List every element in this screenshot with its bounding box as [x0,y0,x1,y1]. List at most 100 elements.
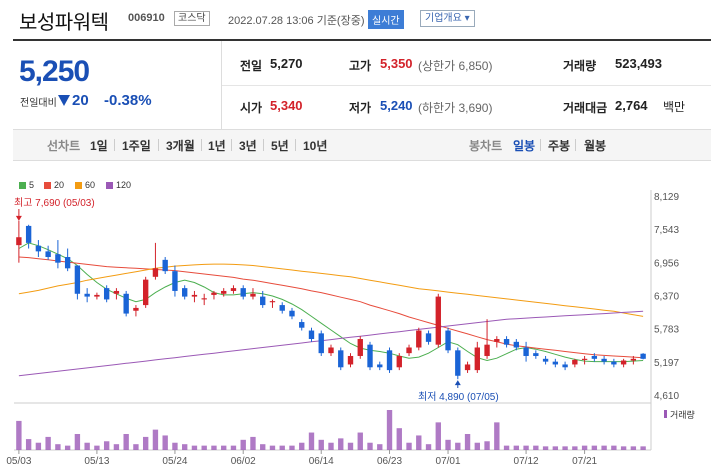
x-tick-label: 05/24 [162,456,187,467]
candle-body [416,330,422,348]
candle-body [279,305,285,311]
candle-body [513,341,520,348]
volume-bar [445,439,451,450]
candle-body [152,268,159,277]
volume-bar [640,446,646,450]
legend-60: 60 [85,180,96,190]
separator [295,139,296,151]
period-1d[interactable]: 1일 [90,139,108,153]
volume-bar [64,445,71,450]
candle-body [289,310,295,317]
volume-legend-swatch [664,410,667,418]
timestamp: 2022.07.28 13:06 기준(장중) [228,15,365,27]
y-tick-label: 6,956 [654,258,679,269]
low-value: 5,240 [380,98,413,113]
x-tick-label: 06/14 [309,456,334,467]
period-weekly[interactable]: 주봉 [548,139,571,153]
candle-body [182,288,188,297]
candle-body [581,358,588,360]
volume-bar [142,436,149,450]
company-info-button[interactable]: 기업개요 ▾ [420,10,475,27]
volume-bar [25,439,32,450]
candle-body [484,344,490,356]
candle-body [406,347,412,354]
low-annotation: 최저 4,890 (07/05) [418,391,499,403]
candle-body [445,330,451,351]
volume-bar [16,420,22,450]
lower-limit: (하한가 3,690) [418,101,493,115]
candle-chart-label: 봉차트 [469,139,503,153]
volume-axis-label: 거래량 [670,409,695,420]
candle-body [84,293,90,297]
upper-limit: (상한가 6,850) [418,59,493,73]
high-annotation: 최고 7,690 (05/03) [14,197,95,209]
y-tick-label: 6,370 [654,292,679,303]
period-3y[interactable]: 3년 [239,139,257,153]
candle-body [474,347,480,371]
volume-bar [562,446,568,450]
candle-body [533,353,539,356]
volume-bar [630,446,637,450]
separator [575,139,576,151]
volume-bar [503,445,510,450]
y-tick-label: 5,197 [654,358,679,369]
volume-bar [103,441,110,450]
volume-bar [591,445,598,450]
candle-body [221,290,227,294]
x-tick-label: 07/12 [514,456,539,467]
separator [540,139,541,151]
candle-body [94,294,100,297]
volume-bar [308,432,315,450]
legend-20: 20 [54,180,65,190]
candle-body [142,279,149,306]
line-chart-label: 선차트 [47,139,81,153]
low-arrow-head [454,380,461,386]
y-tick-label: 8,129 [654,192,679,203]
period-3m[interactable]: 3개월 [166,139,195,153]
ma-20-line [18,256,644,359]
candle-body [211,292,217,295]
volume-bar [464,434,471,450]
x-axis-labels: 05/03 05/13 05/24 06/02 06/14 06/23 07/01 07/12… [6,450,598,467]
realtime-badge[interactable]: 실시간 [368,10,404,29]
candle-body [591,355,598,359]
candle-body [357,339,363,356]
volume-bar [182,444,188,450]
market-badge: 코스닥 [174,11,210,26]
candle-body [328,347,334,354]
period-monthly[interactable]: 월봉 [584,139,607,153]
period-1w[interactable]: 1주일 [122,139,151,153]
candle-body [308,330,315,340]
candle-body [74,265,81,294]
volume-value: 523,493 [615,56,662,71]
candle-body [123,293,129,314]
candle-body [250,293,256,297]
candle-body [601,358,607,362]
period-5y[interactable]: 5년 [271,139,289,153]
volume-bar [113,444,120,450]
volume-bar [84,442,90,450]
low-label: 저가 [349,101,372,115]
volume-bar [45,436,51,450]
volume-bar [425,444,432,450]
period-1y[interactable]: 1년 [208,139,226,153]
volume-bar [581,445,588,450]
period-10y[interactable]: 10년 [303,139,328,153]
volume-bar [172,442,178,450]
volume-bar [572,446,578,450]
volume-bar [279,445,285,450]
separator [158,139,159,151]
candle-body [464,364,471,371]
volume-bar [386,410,393,450]
candle-body [269,301,276,303]
candle-body [162,259,168,272]
high-arrow-head [15,215,22,221]
high-label: 고가 [349,59,372,73]
volume-bar [542,446,549,450]
volume-bar [35,442,42,450]
candle-body [611,361,617,365]
volume-bar [318,439,324,450]
period-bar [13,129,711,161]
period-daily[interactable]: 일봉 [513,139,536,153]
